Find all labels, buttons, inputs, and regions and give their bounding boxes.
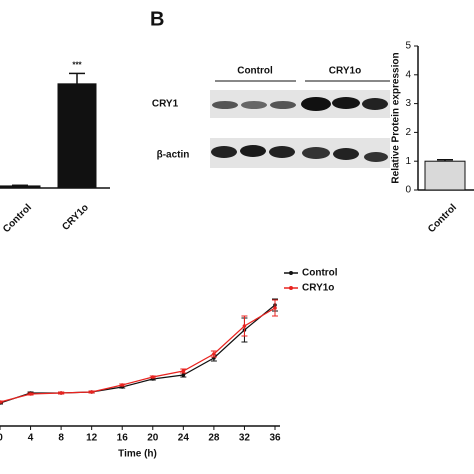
- point: [150, 375, 155, 379]
- point: [181, 373, 186, 377]
- row-label: CRY1: [152, 99, 179, 110]
- legend-marker: [289, 286, 293, 290]
- bar: [424, 160, 466, 191]
- x-tick-label: 20: [147, 433, 159, 444]
- point: [59, 391, 63, 395]
- x-tick-label: 32: [239, 433, 251, 444]
- y-tick-label: 4: [405, 69, 411, 80]
- point: [273, 306, 277, 310]
- y-tick-label: 0: [405, 185, 411, 196]
- point: [28, 392, 33, 396]
- x-tick-label: 8: [58, 433, 64, 444]
- bar: [0, 185, 41, 189]
- x-axis-label: Time (h): [118, 449, 157, 460]
- group-label: CRY1o: [329, 66, 361, 77]
- x-tick-label: 12: [86, 433, 98, 444]
- y-axis-label: Relative Protein expression: [391, 52, 402, 183]
- x-tick-label: 36: [269, 433, 281, 444]
- y-tick-label: 5: [405, 41, 411, 52]
- legend-label: Control: [302, 268, 338, 279]
- x-tick-label: 28: [208, 433, 220, 444]
- point: [212, 352, 216, 356]
- panel-label: B: [150, 8, 164, 30]
- y-tick-label: 2: [405, 127, 411, 138]
- point: [242, 324, 247, 328]
- x-tick-label: 0: [0, 433, 3, 444]
- row-label: β-actin: [157, 150, 190, 161]
- legend-label: CRY1o: [302, 283, 334, 294]
- group-label: Control: [237, 66, 273, 77]
- x-tick-label: 16: [117, 433, 129, 444]
- y-tick-label: 1: [405, 156, 411, 167]
- annotation: ***: [72, 61, 82, 70]
- point: [181, 369, 186, 373]
- blot-image: [210, 90, 390, 168]
- point: [120, 383, 125, 387]
- point: [0, 400, 2, 404]
- x-tick-label: 24: [178, 433, 190, 444]
- legend-marker: [289, 271, 293, 275]
- y-tick-label: 3: [405, 98, 411, 109]
- series-line: [0, 307, 276, 403]
- point: [89, 390, 94, 394]
- x-tick-label: 4: [28, 433, 34, 444]
- bar: [57, 83, 97, 189]
